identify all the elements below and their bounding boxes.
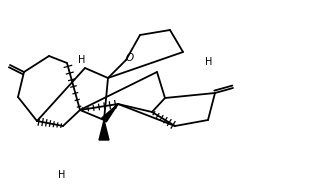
Text: H: H [205, 57, 213, 67]
Polygon shape [99, 120, 109, 140]
Text: O: O [126, 53, 134, 63]
Text: H: H [78, 55, 86, 65]
Text: H: H [58, 170, 66, 180]
Polygon shape [102, 104, 118, 122]
